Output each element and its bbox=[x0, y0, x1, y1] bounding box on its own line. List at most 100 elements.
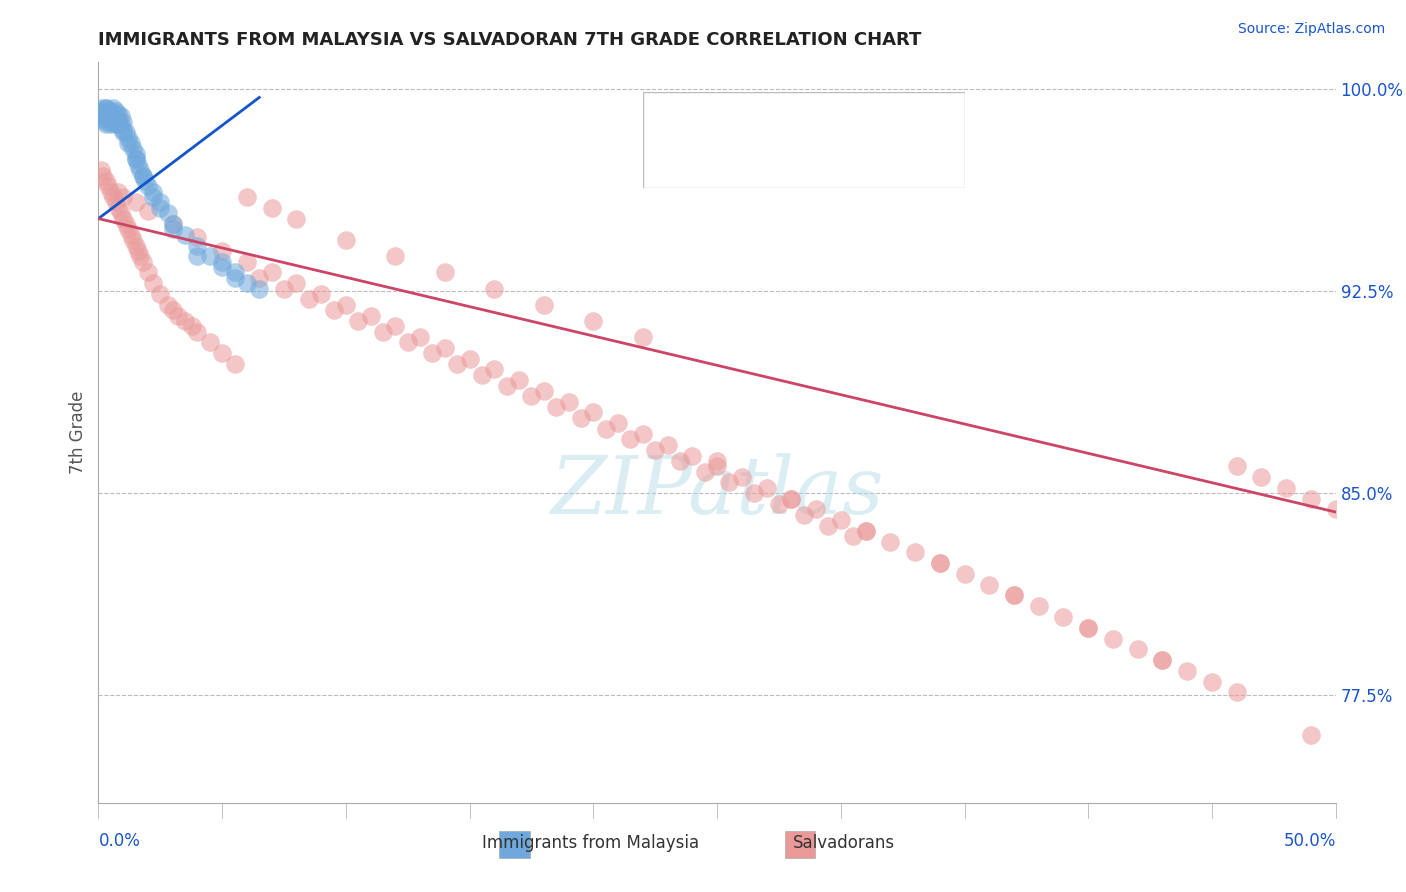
Point bbox=[224, 357, 246, 371]
Point bbox=[484, 362, 506, 376]
Point bbox=[1250, 470, 1272, 484]
Point bbox=[755, 481, 778, 495]
Point bbox=[107, 106, 129, 120]
Point bbox=[582, 314, 605, 328]
Text: N = 126: N = 126 bbox=[842, 153, 914, 169]
Point bbox=[371, 325, 394, 339]
Point bbox=[129, 249, 152, 263]
Point bbox=[122, 142, 145, 156]
Point bbox=[94, 106, 117, 120]
Point bbox=[657, 438, 679, 452]
Point bbox=[110, 206, 132, 220]
Point bbox=[224, 265, 246, 279]
Point bbox=[94, 114, 117, 128]
Point bbox=[149, 287, 172, 301]
Point bbox=[1226, 459, 1249, 474]
Point bbox=[742, 486, 765, 500]
Point bbox=[97, 179, 120, 194]
Point bbox=[127, 158, 149, 172]
Point bbox=[384, 319, 406, 334]
Point bbox=[1077, 621, 1099, 635]
Point bbox=[174, 227, 197, 242]
Point bbox=[731, 470, 754, 484]
Point bbox=[360, 309, 382, 323]
Text: Source: ZipAtlas.com: Source: ZipAtlas.com bbox=[1237, 22, 1385, 37]
Point bbox=[335, 233, 357, 247]
Point bbox=[93, 112, 115, 126]
Y-axis label: 7th Grade: 7th Grade bbox=[69, 391, 87, 475]
Point bbox=[1052, 610, 1074, 624]
Point bbox=[94, 101, 117, 115]
Point bbox=[124, 153, 146, 167]
Point bbox=[97, 103, 120, 118]
Text: R = -0.334: R = -0.334 bbox=[704, 153, 790, 169]
Point bbox=[804, 502, 827, 516]
Point bbox=[384, 249, 406, 263]
Point bbox=[619, 433, 641, 447]
Point bbox=[484, 282, 506, 296]
Text: Salvadorans: Salvadorans bbox=[793, 834, 894, 852]
Point bbox=[120, 136, 142, 151]
Point bbox=[224, 270, 246, 285]
Point bbox=[211, 346, 233, 360]
Point bbox=[211, 244, 233, 258]
Point bbox=[309, 287, 332, 301]
Point bbox=[1299, 491, 1322, 506]
Point bbox=[1077, 621, 1099, 635]
Point bbox=[136, 203, 159, 218]
Point bbox=[793, 508, 815, 522]
Point bbox=[156, 298, 179, 312]
Point bbox=[104, 109, 127, 123]
Point bbox=[842, 529, 865, 543]
Point bbox=[186, 238, 208, 252]
Point bbox=[134, 174, 156, 188]
Point bbox=[855, 524, 877, 538]
Point bbox=[162, 217, 184, 231]
Point bbox=[186, 325, 208, 339]
Point bbox=[181, 319, 204, 334]
Point bbox=[260, 265, 283, 279]
Point bbox=[471, 368, 494, 382]
Text: R =  0.273: R = 0.273 bbox=[704, 112, 789, 127]
Point bbox=[162, 217, 184, 231]
Point bbox=[260, 201, 283, 215]
Point bbox=[298, 293, 321, 307]
Point bbox=[112, 211, 135, 226]
Point bbox=[198, 249, 221, 263]
Point bbox=[458, 351, 481, 366]
Point bbox=[129, 163, 152, 178]
Point bbox=[557, 394, 579, 409]
Text: 0.0%: 0.0% bbox=[98, 832, 141, 850]
Point bbox=[104, 103, 127, 118]
Point bbox=[681, 449, 703, 463]
Point bbox=[780, 491, 803, 506]
Point bbox=[132, 169, 155, 183]
Point bbox=[1028, 599, 1050, 614]
Point bbox=[928, 556, 950, 570]
Point bbox=[136, 179, 159, 194]
Point bbox=[582, 405, 605, 419]
Point bbox=[142, 190, 165, 204]
Point bbox=[186, 230, 208, 244]
Point bbox=[247, 270, 270, 285]
Point bbox=[93, 169, 115, 183]
Point bbox=[132, 169, 155, 183]
Point bbox=[97, 112, 120, 126]
Point bbox=[236, 254, 259, 268]
Point bbox=[247, 282, 270, 296]
Point bbox=[156, 206, 179, 220]
Point bbox=[93, 109, 115, 123]
Point bbox=[1126, 642, 1149, 657]
Point bbox=[124, 195, 146, 210]
Point bbox=[94, 174, 117, 188]
Point bbox=[1324, 502, 1347, 516]
Point bbox=[162, 303, 184, 318]
Point bbox=[124, 147, 146, 161]
Point bbox=[211, 260, 233, 274]
Point bbox=[127, 244, 149, 258]
Point bbox=[174, 314, 197, 328]
Point bbox=[631, 330, 654, 344]
Point bbox=[103, 109, 125, 123]
Point bbox=[162, 222, 184, 236]
Text: ZIPatlas: ZIPatlas bbox=[550, 453, 884, 531]
